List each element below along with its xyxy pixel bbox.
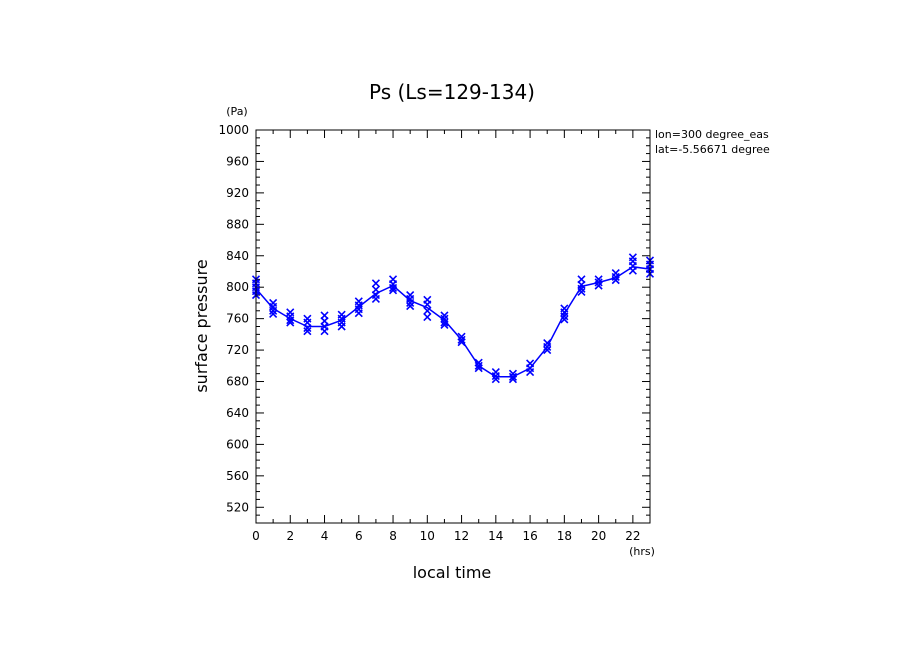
data-point-marker: [594, 278, 603, 287]
y-tick-label: 720: [226, 343, 249, 357]
data-point-marker: [286, 318, 295, 327]
data-point-marker: [406, 298, 415, 307]
data-point-marker: [628, 266, 637, 275]
data-series: [251, 253, 655, 384]
data-point-marker: [388, 286, 398, 295]
data-point-marker: [286, 316, 295, 325]
data-point-marker: [543, 346, 552, 355]
data-point-marker: [423, 300, 432, 309]
chart-title: Ps (Ls=129-134): [369, 80, 535, 104]
data-point-marker: [577, 287, 586, 296]
data-point-marker: [269, 309, 278, 318]
x-tick-label: 16: [522, 529, 537, 543]
data-point-marker: [611, 276, 620, 285]
y-tick-label: 560: [226, 469, 249, 483]
data-point-marker: [354, 309, 363, 318]
data-point-marker: [406, 301, 415, 311]
y-tick-label: 680: [226, 375, 249, 389]
axes: 0 2 4 6 8 10 12 14 16 18 20 22 520 560 600 640 680 720 760…: [218, 123, 651, 543]
x-tick-label: 4: [321, 529, 329, 543]
data-point-marker: [388, 283, 398, 293]
x-tick-label: 18: [557, 529, 572, 543]
y-tick-label: 600: [226, 437, 249, 451]
data-point-marker: [440, 311, 449, 320]
data-point-marker: [577, 284, 586, 293]
y-tick-label: 920: [226, 186, 249, 200]
x-tick-label: 0: [252, 529, 260, 543]
data-point-marker: [526, 368, 535, 377]
x-tick-label: 20: [591, 529, 606, 543]
data-point-marker: [491, 371, 500, 381]
y-tick-label: 520: [226, 500, 249, 514]
y-tick-label: 1000: [218, 123, 249, 137]
x-tick-label: 10: [420, 529, 435, 543]
data-point-marker: [560, 312, 569, 321]
x-tick-label: 8: [389, 529, 397, 543]
data-point-marker: [269, 306, 278, 315]
x-tick-label: 14: [488, 529, 503, 543]
y-tick-label: 840: [226, 249, 249, 263]
data-point-marker: [457, 338, 466, 347]
x-unit-label: (hrs): [629, 545, 655, 558]
data-point-marker: [371, 294, 380, 304]
x-axis-label: local time: [413, 563, 492, 582]
y-unit-label: (Pa): [226, 105, 247, 118]
data-point-marker: [543, 342, 552, 352]
data-point-marker: [303, 327, 312, 336]
y-tick-label: 640: [226, 406, 249, 420]
data-point-marker: [594, 281, 603, 290]
data-point-marker: [371, 279, 380, 288]
plot-frame: [255, 129, 651, 524]
data-point-marker: [457, 335, 466, 344]
x-tick-label: 22: [625, 529, 640, 543]
data-point-marker: [491, 375, 500, 384]
data-point-marker: [594, 275, 603, 284]
data-point-marker: [303, 324, 312, 333]
data-point-marker: [423, 306, 432, 315]
y-tick-label: 800: [226, 280, 249, 294]
data-point-marker: [508, 372, 518, 381]
data-point-marker: [320, 327, 329, 336]
y-tick-label: 880: [226, 217, 249, 231]
x-tick-label: 2: [286, 529, 294, 543]
data-point-marker: [611, 272, 620, 282]
y-axis-label: surface pressure: [192, 259, 211, 392]
data-point-marker: [560, 315, 569, 324]
data-point-marker: [508, 375, 518, 384]
y-tick-label: 960: [226, 154, 249, 168]
x-tick-label: 6: [355, 529, 363, 543]
annotation-lat: lat=-5.56671 degree: [655, 143, 770, 156]
data-point-marker: [474, 361, 483, 370]
y-tick-label: 760: [226, 312, 249, 326]
data-point-marker: [337, 322, 346, 331]
annotation-lon: lon=300 degree_eas: [655, 128, 769, 141]
data-point-marker: [440, 320, 449, 329]
series-line: [255, 265, 651, 378]
data-point-marker: [423, 313, 432, 322]
data-point-marker: [440, 318, 449, 327]
data-point-marker: [474, 364, 483, 373]
x-tick-label: 12: [454, 529, 469, 543]
